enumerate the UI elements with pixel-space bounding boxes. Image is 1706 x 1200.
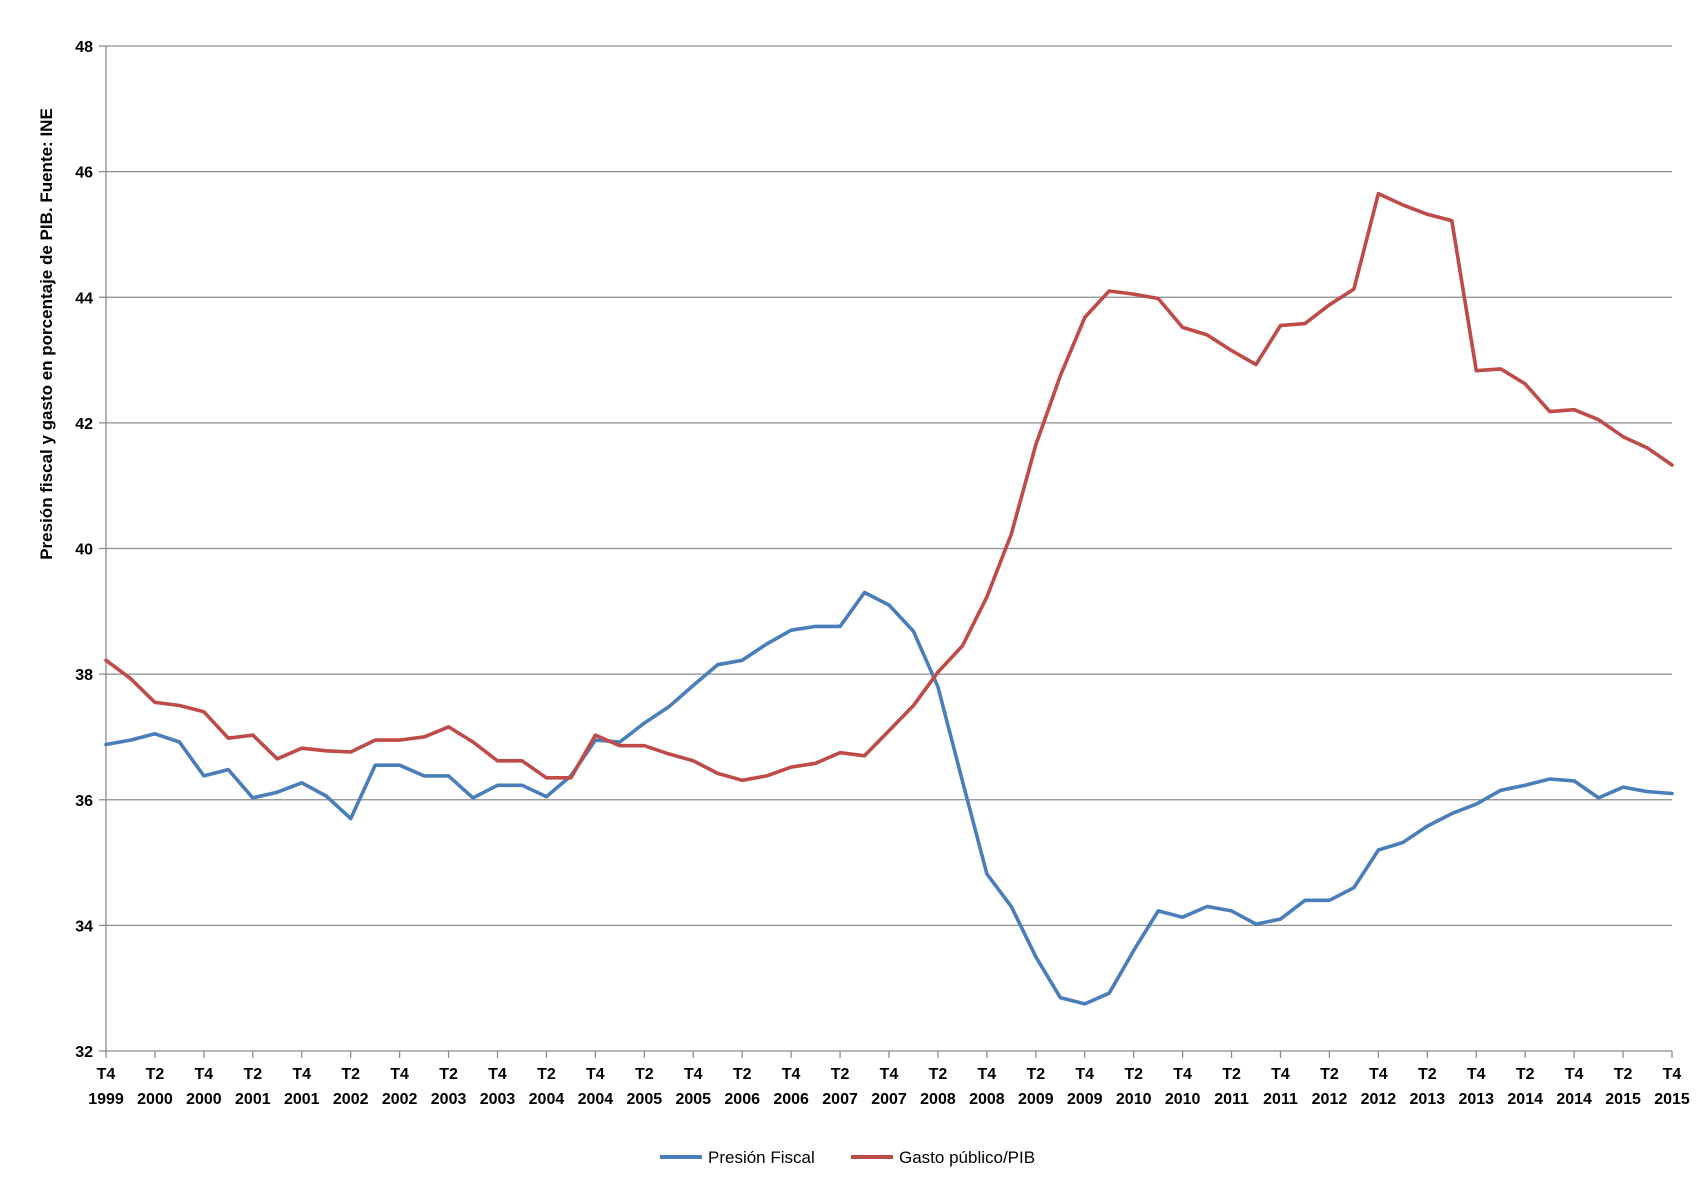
- x-tick-label-quarter: T4: [1173, 1066, 1192, 1083]
- x-tick-label-quarter: T4: [1369, 1066, 1388, 1083]
- x-tick-label-year: 2014: [1507, 1091, 1543, 1108]
- x-tick-label-year: 2013: [1458, 1091, 1494, 1108]
- x-tick-label-year: 2003: [480, 1091, 516, 1108]
- series-lines: [104, 191, 1674, 1006]
- y-tick-label-46: 46: [75, 165, 93, 182]
- x-tick-label-year: 2005: [627, 1091, 663, 1108]
- x-tick-label-year: 2012: [1361, 1091, 1397, 1108]
- x-tick-label-quarter: T2: [1124, 1066, 1143, 1083]
- x-tick-label-year: 2010: [1116, 1091, 1152, 1108]
- x-tick-label-quarter: T4: [292, 1066, 311, 1083]
- x-tick-label-quarter: T2: [1418, 1066, 1437, 1083]
- x-tick-label-quarter: T4: [195, 1066, 214, 1083]
- x-tick-label-quarter: T2: [929, 1066, 948, 1083]
- x-tick-label-quarter: T2: [1516, 1066, 1535, 1083]
- x-tick-label-year: 2011: [1263, 1091, 1298, 1108]
- x-tick-label-year: 2011: [1214, 1091, 1249, 1108]
- legend-label-gasto-publico: Gasto público/PIB: [899, 1148, 1035, 1167]
- x-tick-label-quarter: T2: [439, 1066, 458, 1083]
- x-tick-label-quarter: T4: [97, 1066, 116, 1083]
- x-tick-label-quarter: T2: [537, 1066, 556, 1083]
- x-tick-label-year: 2002: [382, 1091, 418, 1108]
- x-tick-label-year: 2001: [284, 1091, 320, 1108]
- x-tick-label-year: 1999: [88, 1091, 124, 1108]
- series-line-gasto-publico: [104, 191, 1674, 783]
- x-tick-label-year: 2013: [1410, 1091, 1446, 1108]
- x-tick-label-year: 2007: [871, 1091, 907, 1108]
- y-tick-label-42: 42: [75, 416, 93, 433]
- x-tick-label-year: 2009: [1018, 1091, 1054, 1108]
- y-tick-label-38: 38: [75, 667, 93, 684]
- x-tick-label-year: 2015: [1605, 1091, 1641, 1108]
- x-tick-label-year: 2004: [578, 1091, 614, 1108]
- y-tick-label-40: 40: [75, 542, 93, 559]
- x-tick-label-quarter: T2: [831, 1066, 850, 1083]
- x-tick-label-quarter: T2: [1614, 1066, 1633, 1083]
- legend: Presión Fiscal Gasto público/PIB: [660, 1148, 1035, 1167]
- x-tick-label-quarter: T2: [1222, 1066, 1241, 1083]
- x-tick-label-quarter: T4: [1075, 1066, 1094, 1083]
- series-line-presion-fiscal: [104, 590, 1674, 1006]
- x-tick-label-quarter: T4: [684, 1066, 703, 1083]
- x-tick-label-year: 2000: [186, 1091, 222, 1108]
- legend-label-presion-fiscal: Presión Fiscal: [708, 1148, 815, 1167]
- x-tick-label-quarter: T4: [390, 1066, 409, 1083]
- x-tick-label-quarter: T2: [635, 1066, 654, 1083]
- x-tick-label-quarter: T4: [978, 1066, 997, 1083]
- y-tick-label-36: 36: [75, 793, 93, 810]
- x-tick-label-year: 2002: [333, 1091, 369, 1108]
- x-tick-label-quarter: T4: [488, 1066, 507, 1083]
- x-tick-label-quarter: T2: [1026, 1066, 1045, 1083]
- y-axis-title: Presión fiscal y gasto en porcentaje de …: [37, 108, 56, 560]
- x-tick-label-quarter: T2: [341, 1066, 360, 1083]
- y-tick-label-32: 32: [75, 1044, 93, 1061]
- x-tick-label-year: 2004: [529, 1091, 565, 1108]
- x-tick-label-quarter: T2: [733, 1066, 752, 1083]
- x-tick-label-year: 2007: [822, 1091, 858, 1108]
- x-tick-label-year: 2006: [724, 1091, 760, 1108]
- tick-labels: 32 34 36 38 40 42 44 46 48 T4 1999 T2 2000 T4 2000 T2 20…: [75, 39, 1690, 1108]
- x-tick-label-year: 2012: [1312, 1091, 1348, 1108]
- x-tick-label-year: 2010: [1165, 1091, 1201, 1108]
- x-tick-label-quarter: T2: [243, 1066, 262, 1083]
- x-tick-label-year: 2014: [1556, 1091, 1592, 1108]
- x-tick-label-year: 2000: [137, 1091, 173, 1108]
- x-tick-label-quarter: T2: [146, 1066, 165, 1083]
- x-tick-label-year: 2008: [920, 1091, 956, 1108]
- x-tick-label-year: 2006: [773, 1091, 809, 1108]
- x-tick-label-year: 2005: [675, 1091, 711, 1108]
- x-tick-label-year: 2015: [1654, 1091, 1690, 1108]
- x-tick-label-quarter: T4: [1565, 1066, 1584, 1083]
- x-tick-label-year: 2003: [431, 1091, 467, 1108]
- x-tick-label-year: 2009: [1067, 1091, 1103, 1108]
- y-tick-label-44: 44: [75, 290, 93, 307]
- x-tick-label-quarter: T2: [1320, 1066, 1339, 1083]
- y-tick-label-48: 48: [75, 39, 93, 56]
- x-tick-label-quarter: T4: [880, 1066, 899, 1083]
- axes: [99, 45, 1673, 1058]
- x-tick-label-quarter: T4: [1467, 1066, 1486, 1083]
- x-tick-label-quarter: T4: [782, 1066, 801, 1083]
- x-tick-label-quarter: T4: [586, 1066, 605, 1083]
- x-tick-label-year: 2008: [969, 1091, 1005, 1108]
- x-tick-label-year: 2001: [235, 1091, 271, 1108]
- x-tick-label-quarter: T4: [1663, 1066, 1682, 1083]
- y-tick-label-34: 34: [75, 918, 93, 935]
- x-tick-label-quarter: T4: [1271, 1066, 1290, 1083]
- gridlines: [106, 45, 1672, 927]
